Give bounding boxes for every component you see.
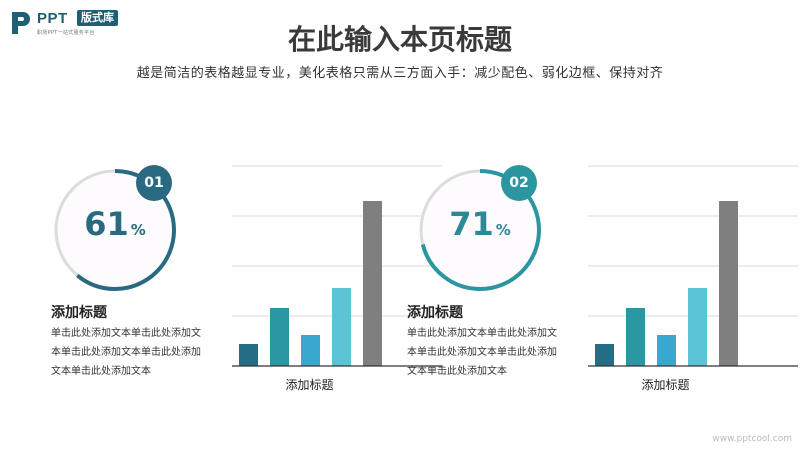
bar-2	[626, 308, 645, 366]
percent-value-1: 61%	[84, 205, 146, 243]
chart-xlabel-1: 添加标题	[285, 378, 334, 392]
block-title-1: 添加标题	[51, 305, 107, 321]
bar-4	[688, 288, 707, 366]
bar-5	[719, 201, 738, 366]
logo-brand: PPT	[37, 10, 68, 27]
page-title: 在此输入本页标题	[287, 23, 512, 56]
bar-3	[301, 335, 320, 366]
bar-4	[332, 288, 351, 366]
number-badge-2: 02	[501, 165, 537, 201]
logo-p-icon	[12, 12, 30, 34]
progress-ring-2	[419, 169, 541, 291]
percent-value-2: 71%	[449, 205, 511, 243]
logo-tagline: 职场PPT一站式服务平台	[37, 30, 95, 36]
bar-5	[363, 201, 382, 366]
block-text-1: 单击此处添加文本单击此处添加文本单击此处添加文本单击此处添加文本单击此处添加文本	[51, 328, 201, 377]
chart-xlabel-2: 添加标题	[641, 378, 690, 392]
bar-chart-1	[232, 165, 442, 367]
bar-3	[657, 335, 676, 366]
progress-ring-1	[54, 169, 176, 291]
block-title-2: 添加标题	[407, 305, 463, 321]
bar-1	[239, 344, 258, 366]
block-text-2: 单击此处添加文本单击此处添加文本单击此处添加文本单击此处添加文本单击此处添加文本	[407, 328, 557, 377]
bar-1	[595, 344, 614, 366]
page-subtitle: 越是简洁的表格越显专业，美化表格只需从三方面入手：减少配色、弱化边框、保持对齐	[136, 66, 664, 81]
number-badge-1: 01	[136, 165, 172, 201]
bar-chart-2	[588, 165, 798, 367]
ring-progress-arc	[54, 169, 176, 291]
watermark: www.pptcool.com	[712, 434, 792, 444]
logo-badge: 版式库	[77, 10, 118, 26]
ring-progress-arc	[419, 169, 541, 291]
bar-2	[270, 308, 289, 366]
logo: PPT 版式库 职场PPT一站式服务平台	[10, 8, 140, 38]
